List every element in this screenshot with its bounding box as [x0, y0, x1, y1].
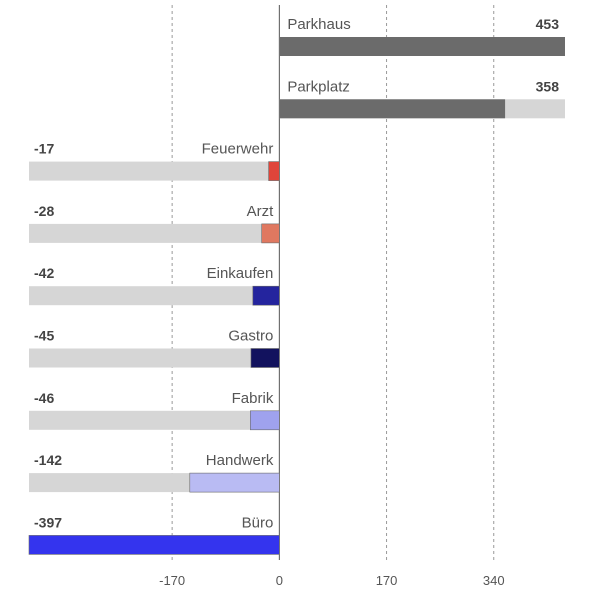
- value-label: -28: [34, 203, 54, 219]
- bar-büro: [28, 535, 280, 555]
- category-label: Handwerk: [206, 452, 274, 469]
- bar-series: [28, 37, 565, 555]
- x-axis-ticks: -170 0 170 340: [159, 573, 504, 588]
- x-tick-label: -170: [159, 573, 185, 588]
- bar-labels: Parkhaus 453 Parkplatz 358 Feuerwehr -17 Arzt -…: [34, 16, 559, 531]
- category-label: Arzt: [247, 203, 275, 220]
- value-label: -397: [34, 514, 62, 530]
- bar-track-4: [29, 286, 280, 306]
- value-label: -45: [34, 328, 54, 344]
- category-label: Büro: [242, 514, 274, 531]
- bar-feuerwehr: [268, 161, 280, 181]
- category-label: Parkhaus: [287, 16, 350, 33]
- value-label: -17: [34, 141, 54, 157]
- x-tick-label: 0: [276, 573, 283, 588]
- bar-track-2: [29, 161, 280, 181]
- bar-gastro: [250, 348, 280, 368]
- value-label: -142: [34, 452, 62, 468]
- bar-track-3: [29, 223, 280, 243]
- bar-parkplatz: [279, 99, 506, 119]
- value-label: 453: [536, 16, 560, 32]
- value-label: -42: [34, 265, 54, 281]
- x-tick-label: 170: [376, 573, 398, 588]
- category-label: Parkplatz: [287, 78, 350, 95]
- bar-handwerk: [189, 472, 280, 493]
- bar-parkhaus: [279, 37, 565, 56]
- category-label: Gastro: [228, 328, 273, 345]
- bar-arzt: [261, 223, 280, 244]
- bar-track-6: [29, 410, 280, 430]
- gridlines: [171, 5, 495, 560]
- x-tick-label: 340: [483, 573, 505, 588]
- bar-fabrik: [250, 410, 280, 431]
- value-label: -46: [34, 390, 54, 406]
- category-label: Fabrik: [232, 390, 274, 407]
- value-label: 358: [536, 78, 560, 94]
- category-label: Feuerwehr: [202, 141, 274, 158]
- category-label: Einkaufen: [207, 265, 274, 282]
- bar-einkaufen: [252, 285, 280, 306]
- bar-track-5: [29, 348, 280, 368]
